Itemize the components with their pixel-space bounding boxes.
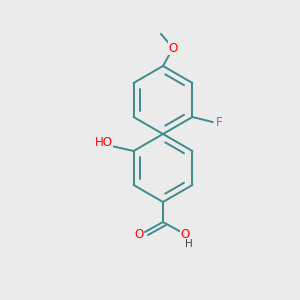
Text: F: F (216, 116, 223, 128)
Text: O: O (134, 229, 144, 242)
Text: O: O (180, 227, 190, 241)
Text: O: O (168, 41, 178, 55)
Text: H: H (185, 239, 193, 249)
Text: HO: HO (94, 136, 112, 149)
